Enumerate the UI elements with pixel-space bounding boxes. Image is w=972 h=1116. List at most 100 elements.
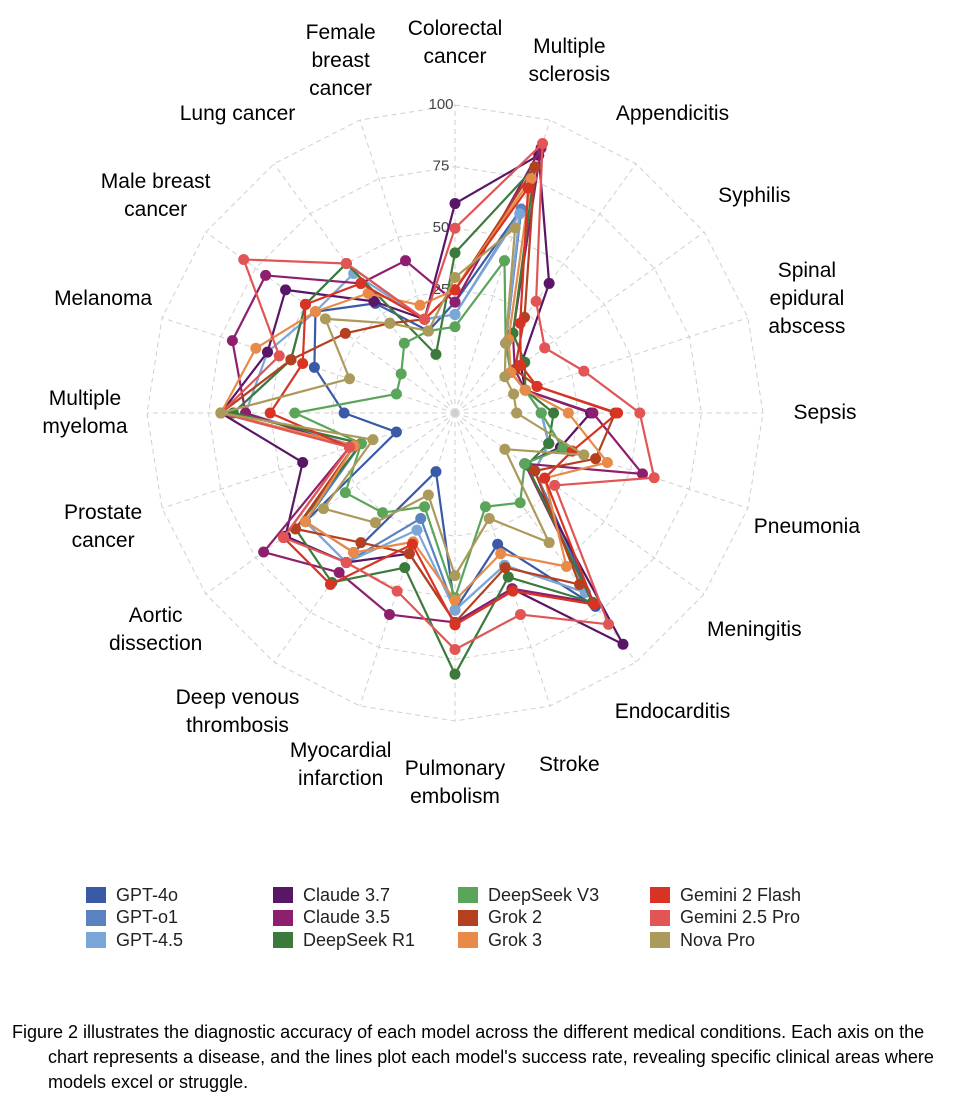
data-point — [273, 350, 285, 362]
data-point — [590, 453, 602, 465]
data-point — [519, 384, 531, 396]
data-point — [289, 407, 301, 419]
data-point — [367, 434, 379, 446]
category-label: Myocardial infarction — [289, 738, 392, 790]
data-point — [574, 578, 586, 590]
data-point — [449, 668, 461, 680]
spoke — [359, 119, 456, 414]
data-point — [543, 277, 555, 289]
data-point — [449, 604, 461, 616]
spoke — [454, 163, 637, 414]
legend-swatch — [273, 909, 293, 926]
data-point — [333, 566, 345, 578]
data-point — [530, 295, 542, 307]
spoke — [454, 317, 749, 414]
data-point — [340, 557, 352, 569]
category-label: Sepsis — [793, 401, 857, 424]
category-label: Stroke — [538, 752, 600, 776]
data-point — [368, 295, 380, 307]
data-point — [297, 456, 309, 468]
data-point — [384, 317, 396, 329]
data-point — [449, 222, 461, 234]
data-point — [495, 548, 507, 560]
data-point — [500, 337, 512, 349]
data-point — [499, 562, 511, 574]
category-label: Syphilis — [718, 183, 791, 207]
data-point — [543, 537, 555, 549]
spoke — [454, 412, 749, 509]
data-point — [338, 407, 350, 419]
legend-label: Grok 2 — [488, 907, 543, 927]
data-point — [297, 358, 309, 370]
data-point — [449, 594, 461, 606]
legend: GPT-4o GPT-o1 GPT-4.5 Claude 3.7 Claude 3.5 D… — [86, 884, 886, 956]
data-point — [601, 456, 613, 468]
data-point — [537, 138, 549, 150]
category-label: Prostate cancer — [63, 501, 143, 553]
caption: Figure 2 illustrates the diagnostic accu… — [12, 1022, 934, 1092]
legend-swatch — [273, 932, 293, 948]
data-point — [479, 501, 491, 513]
data-point — [299, 516, 311, 528]
data-point — [514, 317, 526, 329]
data-point — [449, 284, 461, 296]
category-label: Aortic dissection — [108, 604, 203, 656]
legend-swatch — [650, 932, 670, 948]
data-point — [603, 618, 615, 630]
legend-swatch — [86, 932, 106, 948]
legend-label: Nova Pro — [680, 929, 756, 950]
data-point — [340, 257, 352, 269]
category-label: Spinal epidural abscess — [768, 258, 846, 338]
data-point — [587, 407, 599, 419]
data-point — [309, 306, 321, 318]
legend-label: DeepSeek R1 — [303, 929, 416, 950]
data-point — [507, 585, 519, 597]
category-label: Deep venous thrombosis — [175, 686, 300, 738]
data-point — [285, 354, 297, 366]
data-point — [578, 449, 590, 461]
data-point — [449, 296, 461, 308]
data-point — [344, 373, 356, 385]
legend-item: Grok 3 — [458, 929, 542, 951]
data-point — [430, 466, 442, 478]
legend-swatch — [458, 932, 478, 948]
series — [226, 142, 648, 628]
legend-label: Claude 3.7 — [303, 884, 391, 905]
data-point — [226, 335, 238, 347]
data-point — [449, 247, 461, 259]
legend-label: GPT-o1 — [116, 907, 179, 927]
data-point — [415, 512, 427, 524]
data-point — [400, 255, 412, 267]
data-point — [377, 507, 389, 519]
data-point — [299, 298, 311, 310]
data-point — [403, 548, 415, 560]
data-point — [238, 253, 250, 265]
legend-item: GPT-4o — [86, 884, 178, 906]
data-point — [391, 585, 403, 597]
data-point — [612, 407, 624, 419]
data-point — [384, 609, 396, 621]
data-point — [492, 538, 504, 550]
category-label: Endocarditis — [614, 700, 731, 724]
data-point — [634, 407, 646, 419]
data-point — [522, 182, 534, 194]
data-point — [422, 489, 434, 501]
data-point — [588, 598, 600, 610]
data-point — [317, 503, 329, 515]
legend-label: Gemini 2 Flash — [680, 884, 802, 905]
spoke — [454, 412, 551, 707]
legend-swatch — [650, 909, 670, 926]
data-point — [514, 609, 526, 621]
legend-item: Claude 3.5 — [273, 907, 390, 929]
data-point — [262, 346, 274, 358]
data-point — [449, 619, 461, 631]
data-point — [548, 407, 560, 419]
data-point — [250, 342, 262, 354]
data-point — [339, 327, 351, 339]
spoke — [161, 317, 456, 414]
data-point — [508, 388, 520, 400]
data-point — [539, 472, 551, 484]
spoke — [273, 412, 456, 663]
data-point — [422, 325, 434, 337]
